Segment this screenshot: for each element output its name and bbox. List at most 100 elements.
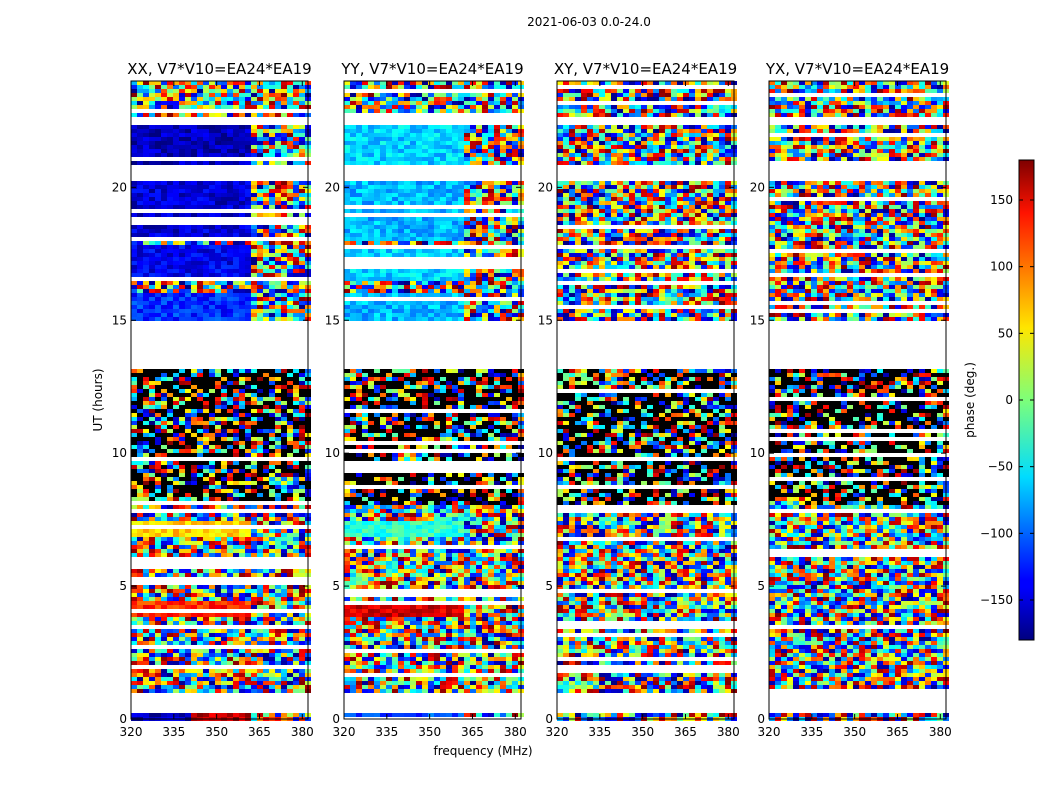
heatmap-cell [227,517,233,521]
heatmap-cell [446,229,452,233]
heatmap-cell [131,385,137,389]
heatmap-cell [239,629,245,633]
heatmap-cell [482,289,488,293]
heatmap-cell [167,409,173,413]
heatmap-cell [422,301,428,305]
heatmap-cell [209,161,215,165]
heatmap-cell [149,317,155,321]
heatmap-cell [149,113,155,117]
heatmap-cell [209,261,215,265]
heatmap-cell [149,485,155,489]
heatmap-cell [386,153,392,157]
heatmap-cell [149,513,155,517]
heatmap-cell [434,241,440,245]
heatmap-cell [191,585,197,589]
heatmap-cell [143,393,149,397]
heatmap-cell [416,273,422,277]
heatmap-cell [257,529,263,533]
heatmap-cell [245,653,251,657]
heatmap-cell [458,153,464,157]
heatmap-cell [410,153,416,157]
heatmap-cell [356,313,362,317]
heatmap-cell [281,189,287,193]
heatmap-cell [149,465,155,469]
heatmap-cell [203,589,209,593]
heatmap-cell [245,549,251,553]
heatmap-cell [281,465,287,469]
heatmap-cell [209,317,215,321]
heatmap-cell [458,305,464,309]
heatmap-cell [263,105,269,109]
heatmap-cell [281,89,287,93]
heatmap-cell [281,573,287,577]
heatmap-cell [239,101,245,105]
heatmap-cell [149,297,155,301]
heatmap-cell [440,241,446,245]
heatmap-cell [137,233,143,237]
heatmap-cell [137,229,143,233]
heatmap-cell [281,437,287,441]
heatmap-cell [344,305,350,309]
heatmap-cell [362,153,368,157]
heatmap-cell [161,521,167,525]
heatmap-cell [149,441,155,445]
heatmap-cell [221,593,227,597]
heatmap-cell [131,241,137,245]
heatmap-cell [398,129,404,133]
heatmap-cell [149,265,155,269]
heatmap-cell [239,589,245,593]
heatmap-cell [227,641,233,645]
heatmap-cell [368,381,374,385]
heatmap-cell [131,533,137,537]
heatmap-cell [173,389,179,393]
heatmap-cell [476,317,482,321]
heatmap-cell [131,613,137,617]
heatmap-cell [299,649,305,653]
heatmap-cell [137,417,143,421]
heatmap-cell [344,197,350,201]
heatmap-cell [209,685,215,689]
heatmap-cell [440,221,446,225]
heatmap-cell [422,249,428,253]
heatmap-cell [233,637,239,641]
heatmap-cell [452,377,458,381]
heatmap-cell [137,637,143,641]
heatmap-cell [137,493,143,497]
heatmap-cell [488,129,494,133]
heatmap-cell [362,301,368,305]
heatmap-cell [203,529,209,533]
heatmap-cell [233,593,239,597]
heatmap-cell [344,217,350,221]
heatmap-cell [239,205,245,209]
heatmap-cell [197,105,203,109]
heatmap-cell [215,305,221,309]
heatmap-cell [293,397,299,401]
heatmap-cell [233,241,239,245]
heatmap-cell [167,189,173,193]
heatmap-cell [185,549,191,553]
heatmap-cell [374,317,380,321]
heatmap-cell [362,277,368,281]
heatmap-cell [179,537,185,541]
heatmap-cell [293,233,299,237]
heatmap-cell [374,201,380,205]
heatmap-cell [239,441,245,445]
heatmap-cell [257,225,263,229]
heatmap-cell [197,265,203,269]
heatmap-cell [227,545,233,549]
heatmap-cell [470,221,476,225]
heatmap-cell [446,309,452,313]
heatmap-cell [245,629,251,633]
heatmap-cell [287,481,293,485]
heatmap-cell [161,281,167,285]
heatmap-cell [281,513,287,517]
heatmap-cell [233,673,239,677]
heatmap-cell [476,273,482,277]
heatmap-cell [263,417,269,421]
heatmap-cell [161,681,167,685]
heatmap-cell [161,465,167,469]
heatmap-cell [233,245,239,249]
heatmap-cell [299,573,305,577]
heatmap-cell [494,233,500,237]
heatmap-cell [428,237,434,241]
